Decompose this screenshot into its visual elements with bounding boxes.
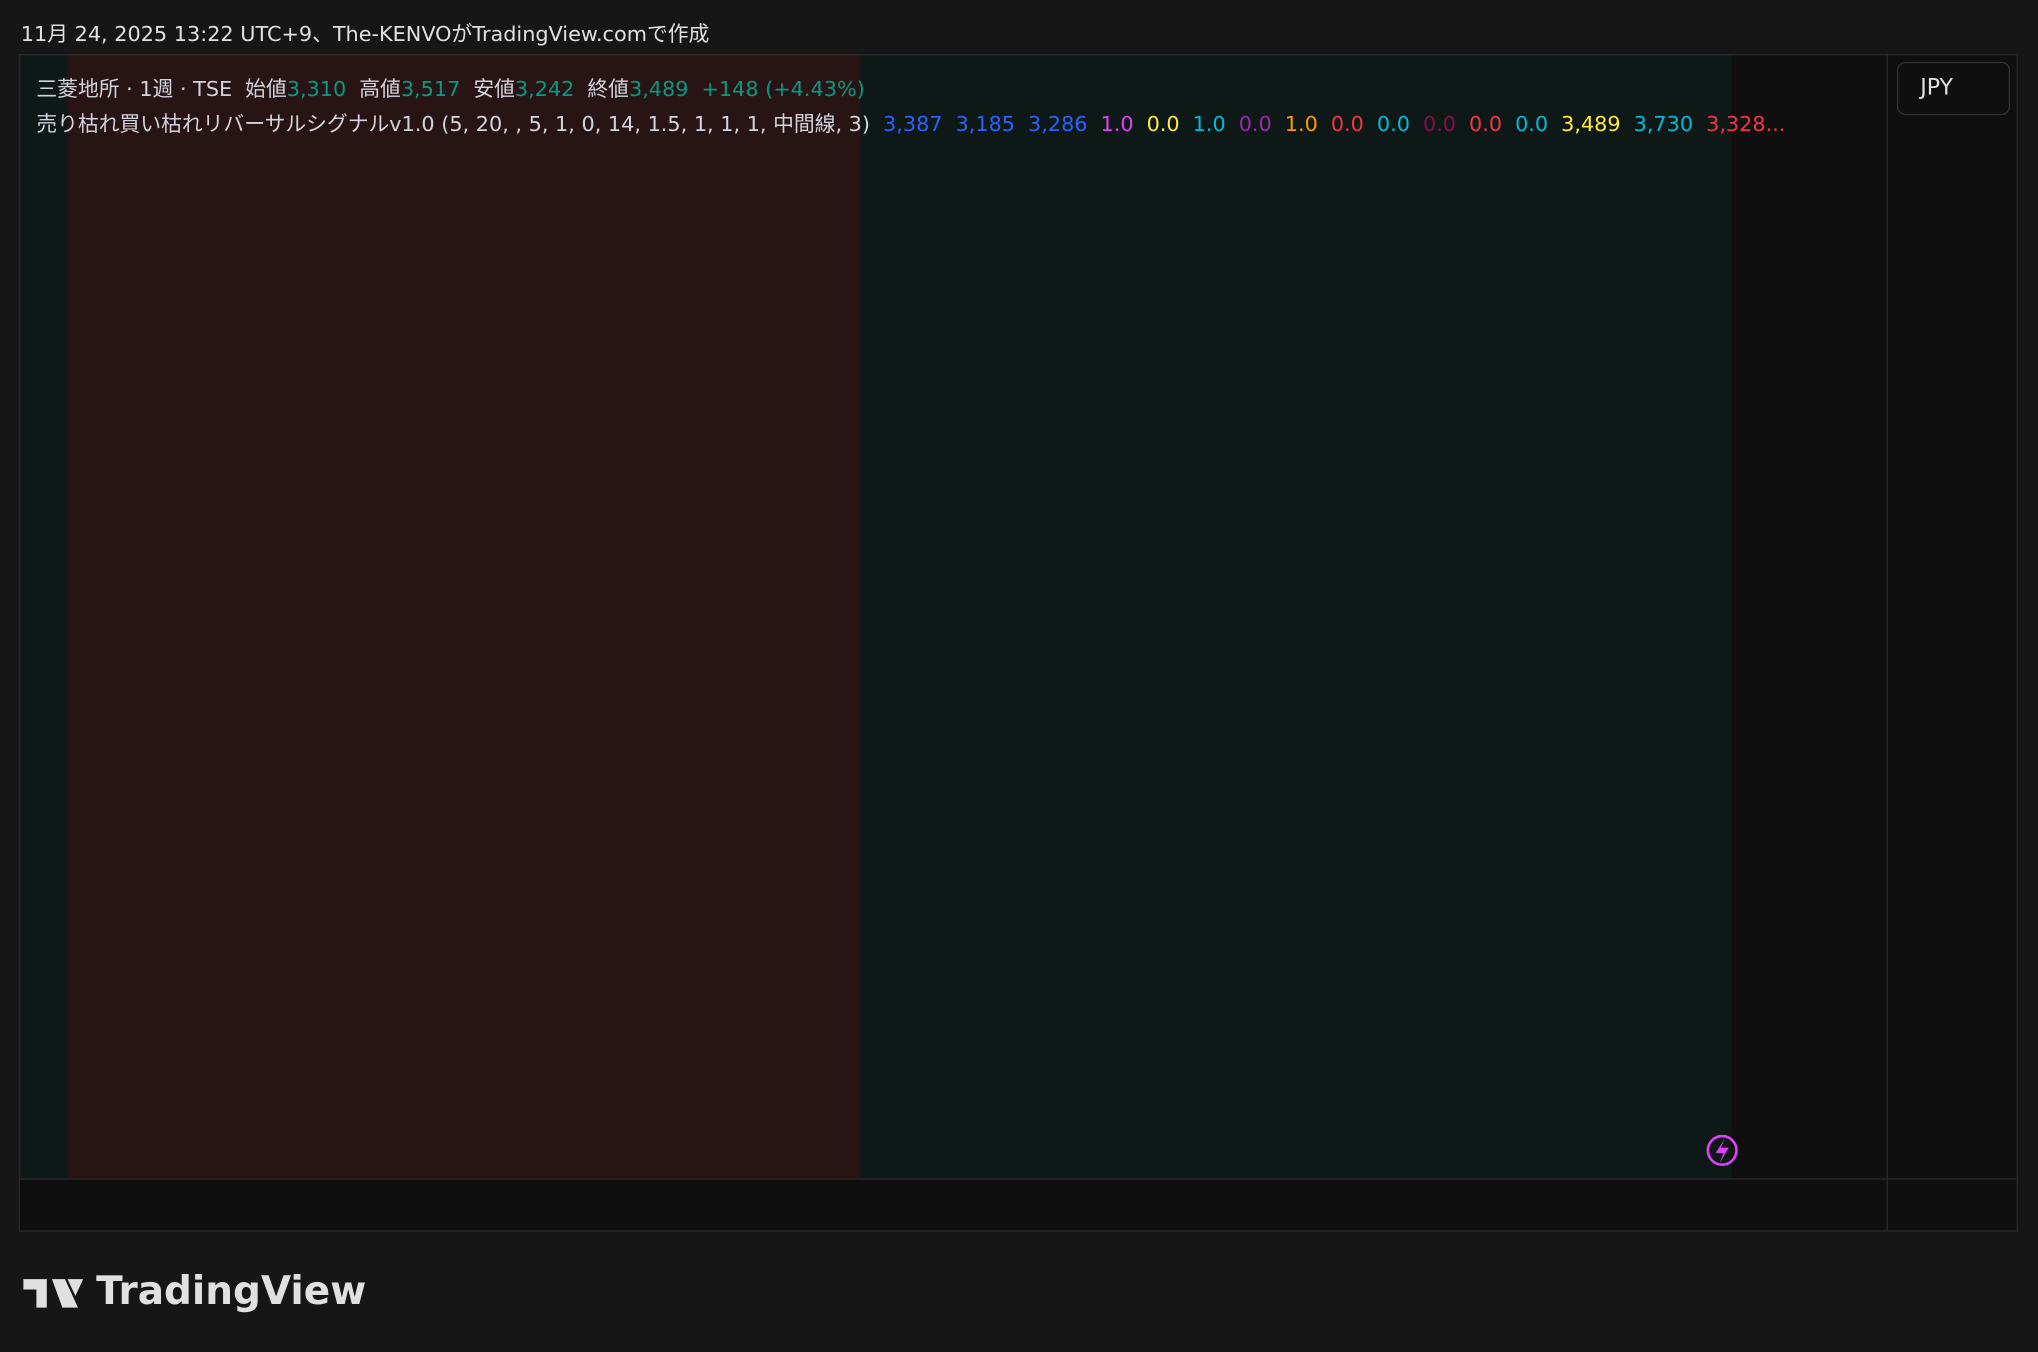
indicator-value: 0.0 — [1515, 112, 1548, 136]
indicator-value: 0.0 — [1469, 112, 1502, 136]
indicator-value: 1.0 — [1101, 112, 1134, 136]
indicator-value: 3,387 — [883, 112, 942, 136]
indicator-value: 1.0 — [1285, 112, 1318, 136]
brand: TradingView — [96, 1269, 366, 1314]
indicator-value: 3,489 — [1561, 112, 1621, 136]
indicator-value: 3,286 — [1028, 112, 1088, 136]
currency-button[interactable] — [1896, 61, 2011, 116]
indicator-value: 3,328... — [1706, 112, 1785, 136]
indicator-value: 0.0 — [1331, 112, 1364, 136]
ohlc-key: 高値 — [359, 77, 401, 101]
legend-symbol: 三菱地所 · 1週 · TSE — [36, 77, 232, 101]
logo — [23, 1279, 84, 1308]
created-note: 11月 24, 2025 13:22 UTC+9、The-KENVOがTradi… — [21, 22, 710, 46]
ohlc-value: 3,489 — [629, 77, 689, 101]
indicator-value: 3,730 — [1634, 112, 1694, 136]
currency[interactable]: JPY — [1918, 75, 1953, 101]
ohlc-key: 終値 — [587, 77, 629, 101]
ohlc-value: 3,242 — [515, 77, 575, 101]
chart-panel — [18, 54, 2018, 1232]
change: +148 (+4.43%) — [701, 77, 864, 101]
ohlc-value: 3,517 — [401, 77, 460, 101]
indicator-value: 0.0 — [1423, 112, 1456, 136]
legend-symbol: 三菱地所 · 1週 · TSE 始値3,310 高値3,517 安値3,242 終値3,… — [36, 77, 864, 101]
indicator-value: 0.0 — [1147, 112, 1180, 136]
indicator-value: 3,185 — [956, 112, 1016, 136]
indicator-value: 0.0 — [1239, 112, 1272, 136]
zone-bull — [860, 54, 1732, 1180]
indicator-value: 1.0 — [1193, 112, 1226, 136]
ohlc-key: 始値 — [245, 77, 287, 101]
zone-bull — [19, 54, 68, 1180]
zone-bear — [67, 54, 861, 1180]
indicator-name: 売り枯れ買い枯れリバーサルシグナルv1.0 (5, 20, , 5, 1, 0,… — [36, 112, 870, 136]
lightning — [1715, 1138, 1729, 1164]
ohlc-key: 安値 — [473, 77, 515, 101]
ohlc-value: 3,310 — [287, 77, 347, 101]
legend-indicator: 売り枯れ買い枯れリバーサルシグナルv1.0 (5, 20, , 5, 1, 0,… — [36, 112, 1785, 136]
indicator-value: 0.0 — [1377, 112, 1410, 136]
event-icon — [1706, 1134, 1738, 1167]
